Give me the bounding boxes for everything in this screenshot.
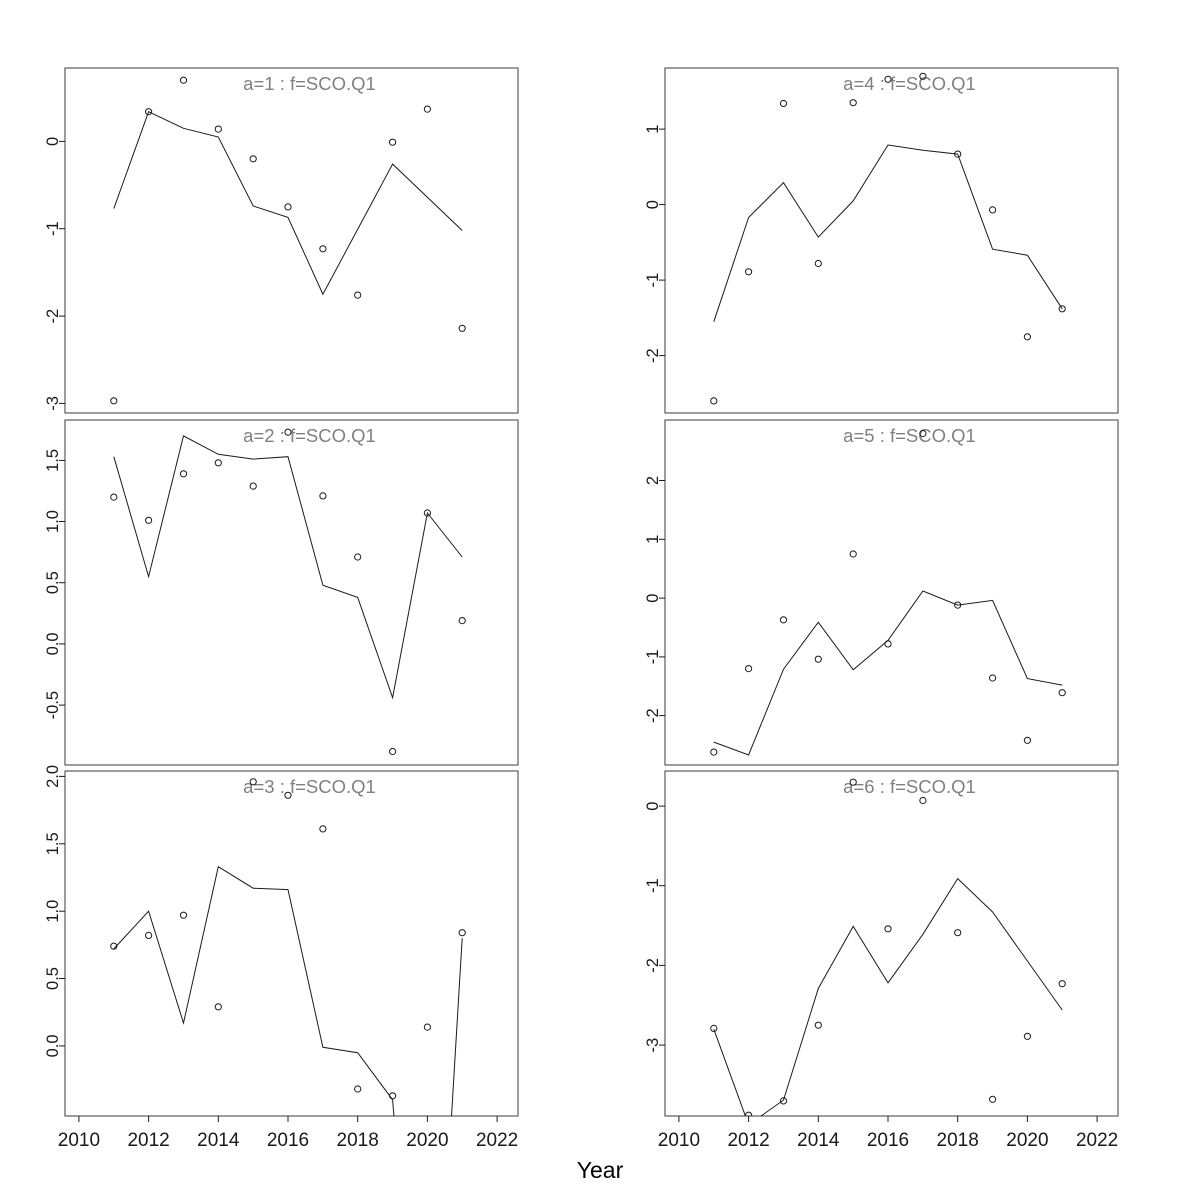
svg-text:2022: 2022 bbox=[476, 1130, 518, 1151]
svg-text:a=5 : f=SCO.Q1: a=5 : f=SCO.Q1 bbox=[843, 425, 976, 446]
svg-text:-2: -2 bbox=[644, 958, 662, 973]
svg-text:-1: -1 bbox=[644, 878, 662, 893]
svg-text:a=6 : f=SCO.Q1: a=6 : f=SCO.Q1 bbox=[843, 776, 976, 797]
svg-text:2012: 2012 bbox=[127, 1130, 169, 1151]
svg-text:0: 0 bbox=[644, 594, 662, 603]
svg-text:1: 1 bbox=[644, 125, 662, 134]
svg-text:0: 0 bbox=[644, 200, 662, 209]
svg-text:-3: -3 bbox=[44, 396, 62, 411]
svg-text:0: 0 bbox=[644, 802, 662, 811]
svg-text:2012: 2012 bbox=[727, 1130, 769, 1151]
svg-text:1.0: 1.0 bbox=[44, 900, 62, 923]
svg-text:2.0: 2.0 bbox=[44, 765, 62, 788]
svg-text:2014: 2014 bbox=[797, 1130, 840, 1151]
svg-text:-2: -2 bbox=[644, 348, 662, 363]
svg-text:2020: 2020 bbox=[1006, 1130, 1048, 1151]
svg-text:Year: Year bbox=[577, 1157, 624, 1183]
svg-text:1.0: 1.0 bbox=[44, 510, 62, 533]
svg-text:1: 1 bbox=[644, 535, 662, 544]
svg-text:1.5: 1.5 bbox=[44, 832, 62, 855]
svg-text:0.5: 0.5 bbox=[44, 967, 62, 990]
svg-text:0.0: 0.0 bbox=[44, 1034, 62, 1057]
svg-text:2016: 2016 bbox=[267, 1130, 309, 1151]
svg-text:2020: 2020 bbox=[406, 1130, 448, 1151]
svg-text:1.5: 1.5 bbox=[44, 449, 62, 472]
svg-text:2016: 2016 bbox=[867, 1130, 909, 1151]
svg-text:0.5: 0.5 bbox=[44, 571, 62, 594]
svg-text:2010: 2010 bbox=[658, 1130, 700, 1151]
svg-text:0.0: 0.0 bbox=[44, 632, 62, 655]
svg-text:a=3 : f=SCO.Q1: a=3 : f=SCO.Q1 bbox=[243, 776, 376, 797]
svg-text:2: 2 bbox=[644, 476, 662, 485]
svg-text:a=2 : f=SCO.Q1: a=2 : f=SCO.Q1 bbox=[243, 425, 376, 446]
svg-text:2018: 2018 bbox=[337, 1130, 379, 1151]
svg-text:2018: 2018 bbox=[937, 1130, 979, 1151]
svg-text:2014: 2014 bbox=[197, 1130, 240, 1151]
svg-text:2010: 2010 bbox=[58, 1130, 100, 1151]
svg-text:0: 0 bbox=[44, 137, 62, 146]
svg-text:a=1 : f=SCO.Q1: a=1 : f=SCO.Q1 bbox=[243, 73, 376, 94]
svg-text:-3: -3 bbox=[644, 1038, 662, 1053]
svg-text:2022: 2022 bbox=[1076, 1130, 1118, 1151]
svg-text:a=4 : f=SCO.Q1: a=4 : f=SCO.Q1 bbox=[843, 73, 976, 94]
svg-text:-0.5: -0.5 bbox=[44, 691, 62, 719]
svg-text:-2: -2 bbox=[44, 309, 62, 324]
svg-text:-2: -2 bbox=[644, 708, 662, 723]
svg-text:-1: -1 bbox=[644, 650, 662, 665]
svg-text:-1: -1 bbox=[44, 221, 62, 236]
svg-text:-1: -1 bbox=[644, 273, 662, 288]
